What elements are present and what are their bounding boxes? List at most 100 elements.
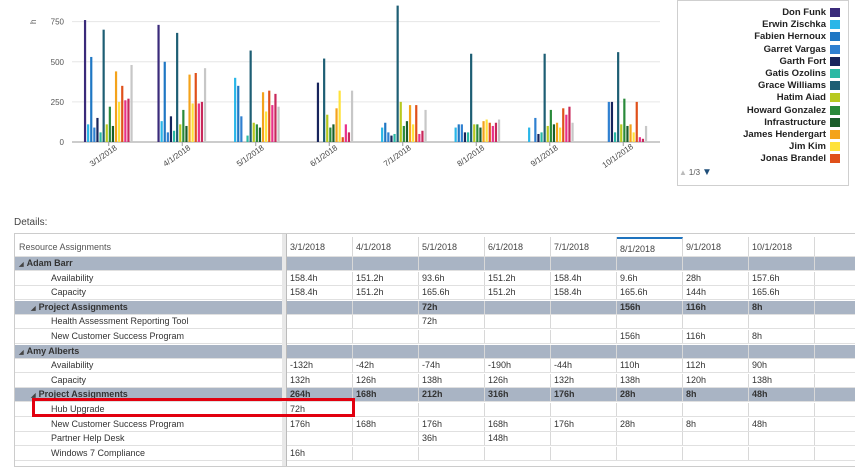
data-cell[interactable]: 120h [683,373,749,387]
data-cell[interactable] [551,432,617,446]
data-cell[interactable]: 158.4h [287,271,353,285]
data-cell[interactable]: 28h [617,417,683,431]
row-label[interactable]: Partner Help Desk [15,432,282,447]
data-cell[interactable]: 157.6h [749,271,815,285]
data-cell[interactable] [617,403,683,416]
data-cell[interactable]: 176h [419,417,485,431]
data-cell[interactable]: 158.4h [551,271,617,285]
date-column-header[interactable]: 4/1/2018 [353,237,419,256]
data-cell[interactable]: 176h [551,417,617,431]
data-cell[interactable]: 138h [749,373,815,387]
data-cell[interactable] [485,330,551,343]
data-cell[interactable]: 112h [683,359,749,373]
date-column-header[interactable]: 5/1/2018 [419,237,485,256]
data-cell[interactable]: 132h [287,373,353,387]
data-cell[interactable]: 28h [683,271,749,285]
row-label[interactable]: ◢ Project Assignments [15,300,282,315]
data-cell[interactable] [683,446,749,460]
data-cell[interactable]: 28h [617,388,683,402]
data-cell[interactable]: 36h [419,432,485,446]
data-cell[interactable] [485,315,551,329]
pager-down-icon[interactable]: ▼ [702,167,712,178]
data-cell[interactable]: -44h [551,359,617,373]
data-cell[interactable]: 151.2h [485,271,551,285]
date-column-header[interactable]: 3/1/2018 [287,237,353,256]
data-cell[interactable]: 72h [419,315,485,329]
data-cell[interactable] [551,315,617,329]
date-column-header[interactable]: 9/1/2018 [683,237,749,256]
data-cell[interactable] [419,330,485,343]
data-cell[interactable] [683,344,749,358]
collapse-icon[interactable]: ◢ [19,262,24,268]
data-cell[interactable] [485,344,551,358]
legend-item[interactable]: Grace Williams [758,80,840,91]
data-cell[interactable] [353,330,419,343]
data-cell[interactable] [485,446,551,460]
data-cell[interactable]: 176h [287,417,353,431]
data-cell[interactable]: 126h [485,373,551,387]
data-cell[interactable]: 158.4h [551,286,617,300]
date-column-header[interactable]: 6/1/2018 [485,237,551,256]
data-cell[interactable] [419,257,485,270]
data-cell[interactable] [287,315,353,329]
data-cell[interactable] [485,403,551,416]
data-cell[interactable] [617,257,683,270]
data-cell[interactable] [617,315,683,329]
data-cell[interactable] [419,446,485,460]
data-cell[interactable]: 72h [419,300,485,314]
legend-item[interactable]: Infrastructure [764,117,840,128]
data-cell[interactable]: 176h [551,388,617,402]
data-cell[interactable] [353,300,419,314]
data-cell[interactable]: 8h [749,330,815,343]
date-column-header[interactable]: 10/1/2018 [749,237,815,256]
legend-item[interactable]: James Hendergart [743,129,840,140]
data-cell[interactable] [353,344,419,358]
data-cell[interactable] [485,300,551,314]
data-cell[interactable] [287,330,353,343]
date-column-header[interactable]: 8/1/2018 [617,237,683,256]
data-cell[interactable]: 110h [617,359,683,373]
data-cell[interactable] [353,403,419,416]
data-cell[interactable]: -190h [485,359,551,373]
data-cell[interactable] [287,300,353,314]
data-cell[interactable]: 165.6h [419,286,485,300]
data-cell[interactable]: -42h [353,359,419,373]
data-cell[interactable] [419,403,485,416]
data-cell[interactable]: 264h [287,388,353,402]
data-cell[interactable]: 151.2h [353,286,419,300]
legend-item[interactable]: Howard Gonzalez [747,105,840,116]
row-label[interactable]: Health Assessment Reporting Tool [15,315,282,330]
data-cell[interactable] [683,315,749,329]
data-cell[interactable]: 168h [485,417,551,431]
legend-item[interactable]: Gatis Ozolins [765,68,840,79]
data-cell[interactable]: -74h [419,359,485,373]
row-label[interactable]: Capacity [15,374,282,388]
data-cell[interactable] [353,432,419,446]
legend-item[interactable]: Garret Vargas [764,44,840,55]
legend-item[interactable]: Don Funk [782,7,840,18]
data-cell[interactable] [749,403,815,416]
data-cell[interactable] [419,344,485,358]
collapse-icon[interactable]: ◢ [31,393,36,400]
data-cell[interactable]: 138h [617,373,683,387]
data-cell[interactable] [551,257,617,270]
data-cell[interactable]: 90h [749,359,815,373]
legend-item[interactable]: Fabien Hernoux [754,31,840,42]
data-cell[interactable]: 165.6h [617,286,683,300]
data-cell[interactable] [287,432,353,446]
legend-pager[interactable]: ▲ 1/3 ▼ [679,167,712,178]
data-cell[interactable]: 168h [353,417,419,431]
data-cell[interactable]: 151.2h [353,271,419,285]
data-cell[interactable]: 16h [287,446,353,460]
data-cell[interactable]: 116h [683,330,749,343]
data-cell[interactable] [749,257,815,270]
data-cell[interactable] [353,446,419,460]
data-cell[interactable]: 8h [683,417,749,431]
data-cell[interactable] [683,257,749,270]
data-cell[interactable] [617,446,683,460]
grid-splitter[interactable] [282,234,287,466]
data-cell[interactable] [683,403,749,416]
data-cell[interactable] [353,257,419,270]
data-cell[interactable]: 212h [419,388,485,402]
data-cell[interactable]: 48h [749,388,815,402]
